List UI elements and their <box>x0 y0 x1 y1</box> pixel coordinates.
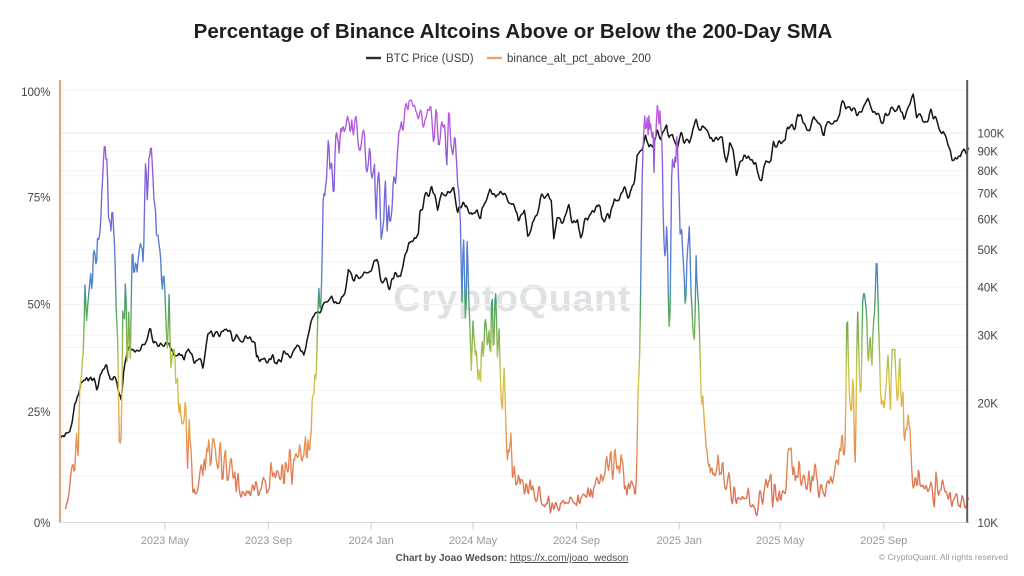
svg-text:2024 Sep: 2024 Sep <box>553 535 600 547</box>
svg-text:© CryptoQuant. All rights rese: © CryptoQuant. All rights reserved <box>879 552 1008 562</box>
svg-text:40K: 40K <box>978 282 999 294</box>
svg-text:0%: 0% <box>34 518 51 530</box>
svg-text:80K: 80K <box>978 166 999 178</box>
svg-text:100%: 100% <box>21 87 50 99</box>
svg-text:2024 May: 2024 May <box>449 535 498 547</box>
svg-text:2025 May: 2025 May <box>756 535 805 547</box>
svg-text:2023 May: 2023 May <box>141 535 190 547</box>
svg-text:2024 Jan: 2024 Jan <box>348 535 393 547</box>
svg-text:Chart by Joao Wedson: https://: Chart by Joao Wedson: https://x.com/joao… <box>396 553 629 564</box>
svg-text:60K: 60K <box>978 214 999 226</box>
svg-text:75%: 75% <box>27 192 50 204</box>
svg-text:30K: 30K <box>978 331 999 343</box>
svg-text:10K: 10K <box>978 518 999 530</box>
svg-text:20K: 20K <box>978 399 999 411</box>
svg-text:50%: 50% <box>27 300 50 312</box>
svg-text:25%: 25% <box>27 407 50 419</box>
svg-text:2023 Sep: 2023 Sep <box>245 535 292 547</box>
svg-text:binance_alt_pct_above_200: binance_alt_pct_above_200 <box>507 53 651 65</box>
svg-text:50K: 50K <box>978 245 999 257</box>
svg-text:70K: 70K <box>978 189 999 201</box>
svg-text:2025 Jan: 2025 Jan <box>657 535 702 547</box>
svg-text:CryptoQuant: CryptoQuant <box>393 278 631 320</box>
svg-text:Percentage of Binance Altcoins: Percentage of Binance Altcoins Above or … <box>194 20 833 43</box>
svg-text:90K: 90K <box>978 146 999 158</box>
svg-text:100K: 100K <box>978 129 1005 141</box>
svg-text:BTC Price (USD): BTC Price (USD) <box>386 53 474 65</box>
svg-text:2025 Sep: 2025 Sep <box>860 535 907 547</box>
